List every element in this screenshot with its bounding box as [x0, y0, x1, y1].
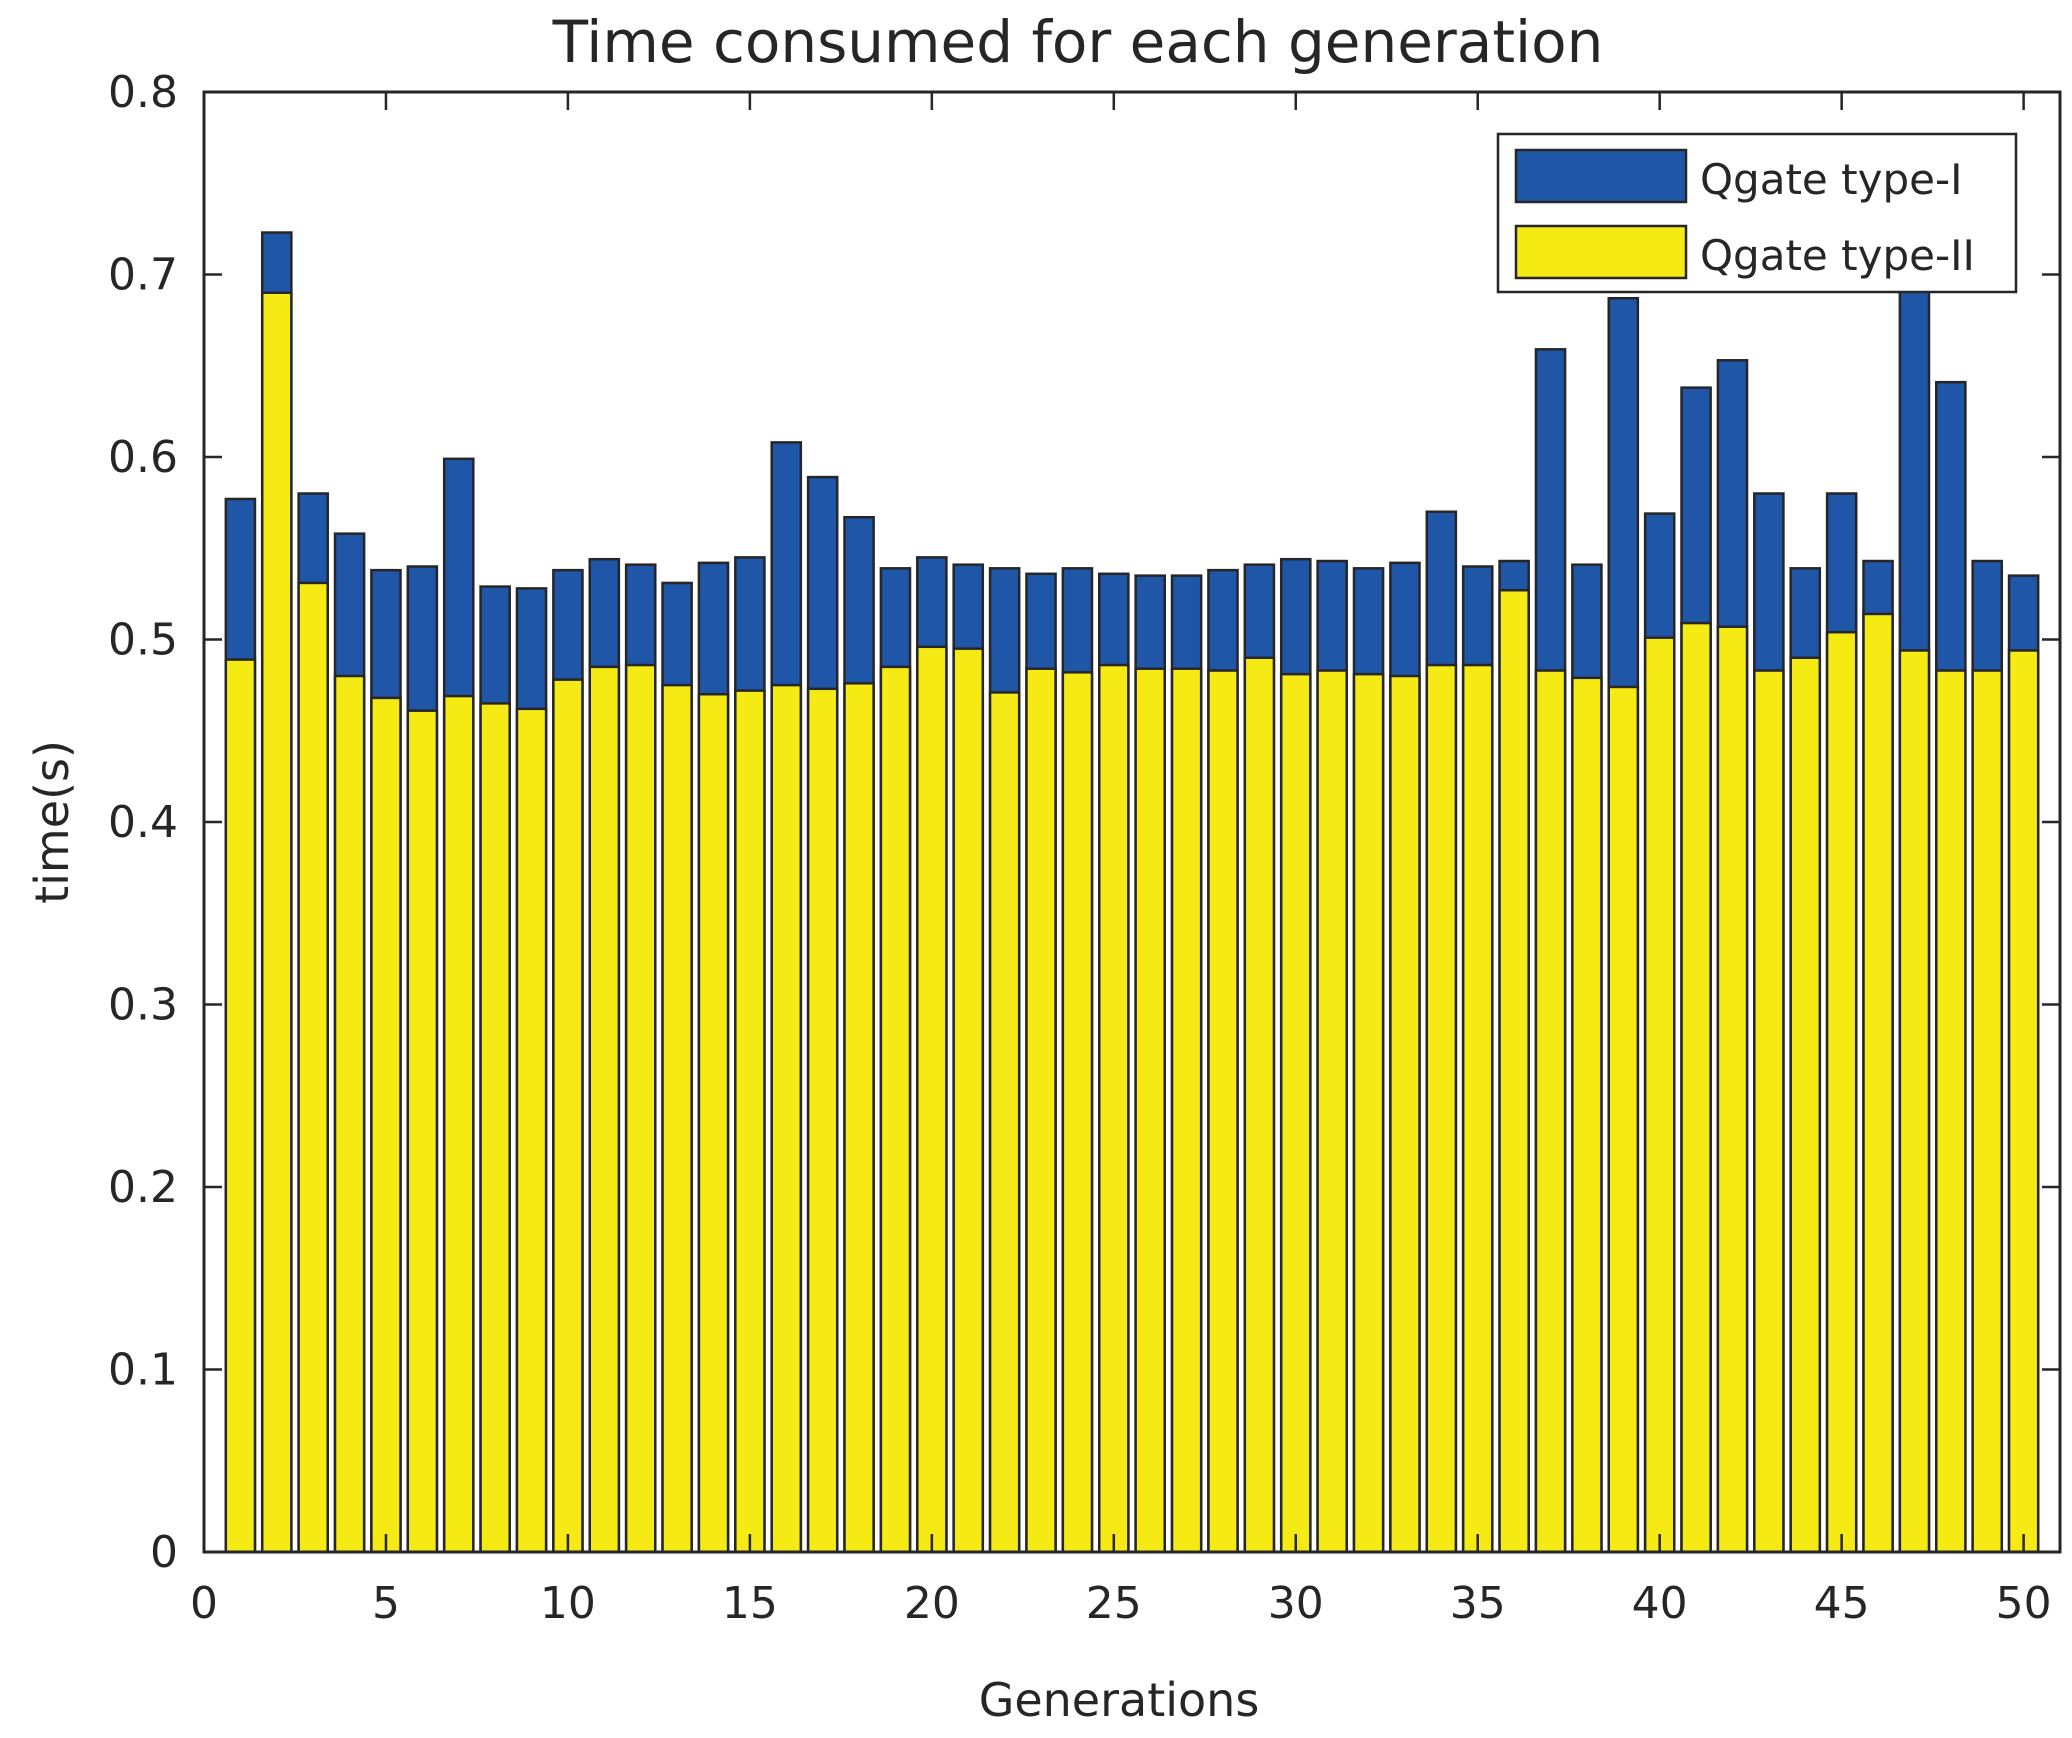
bar-type-II-gen-23 [1025, 667, 1057, 1554]
bar-type-II-gen-25 [1097, 663, 1130, 1554]
series-type-II-bars [224, 291, 2040, 1554]
x-tick-label: 50 [1996, 1578, 2052, 1629]
x-axis-label: Generations [979, 1673, 1260, 1727]
bar-type-II-gen-35 [1461, 663, 1494, 1554]
bar-type-II-gen-13 [661, 683, 693, 1554]
bar-type-II-gen-21 [952, 647, 985, 1554]
bar-type-II-gen-6 [406, 709, 439, 1554]
y-tick-label: 0.5 [108, 615, 178, 666]
bar-type-II-gen-12 [624, 663, 657, 1554]
bar-type-II-gen-36 [1498, 588, 1530, 1554]
bar-type-II-gen-7 [442, 694, 475, 1554]
legend-label-type-I: Qgate type-I [1700, 155, 1962, 204]
x-tick-label: 10 [540, 1578, 596, 1629]
bar-type-II-gen-48 [1935, 669, 1967, 1554]
x-tick-label: 5 [372, 1578, 400, 1629]
y-tick-label: 0.7 [108, 250, 178, 301]
y-tick-label: 0.1 [108, 1345, 178, 1396]
bar-type-II-gen-39 [1607, 685, 1640, 1554]
bar-type-II-gen-14 [697, 693, 730, 1554]
y-tick-label: 0.4 [108, 797, 178, 848]
bar-type-II-gen-8 [479, 702, 511, 1554]
y-tick-label: 0.3 [108, 980, 178, 1031]
bar-type-II-gen-26 [1134, 667, 1167, 1554]
bar-type-II-gen-34 [1425, 663, 1458, 1554]
y-tick-label: 0 [150, 1527, 178, 1578]
bar-type-II-gen-40 [1643, 636, 1676, 1554]
bar-type-II-gen-47 [1898, 649, 1931, 1554]
bar-type-II-gen-31 [1316, 669, 1348, 1554]
x-tick-label: 35 [1450, 1578, 1506, 1629]
bar-type-II-gen-17 [806, 687, 839, 1554]
legend-swatch-type-I [1514, 148, 1688, 204]
bar-type-II-gen-42 [1716, 625, 1749, 1554]
bar-type-II-gen-45 [1825, 630, 1858, 1554]
bar-type-II-gen-49 [1971, 669, 2004, 1554]
bar-type-II-gen-43 [1753, 669, 1785, 1554]
bar-type-II-gen-37 [1534, 669, 1567, 1554]
bar-type-II-gen-2 [260, 291, 293, 1554]
legend-swatch-type-II [1514, 224, 1688, 280]
x-tick-label: 0 [190, 1578, 218, 1629]
bar-type-II-gen-18 [843, 682, 875, 1554]
bar-type-II-gen-22 [988, 691, 1021, 1554]
bar-type-II-gen-41 [1680, 621, 1712, 1554]
bar-type-II-gen-38 [1571, 676, 1603, 1554]
bar-type-II-gen-33 [1389, 674, 1421, 1554]
y-axis-label: time(s) [25, 740, 79, 904]
y-tick-label: 0.6 [108, 432, 178, 483]
bar-type-II-gen-3 [297, 581, 329, 1554]
y-tick-label: 0.2 [108, 1162, 178, 1213]
bar-type-II-gen-50 [2007, 649, 2040, 1554]
x-tick-label: 15 [722, 1578, 778, 1629]
bar-type-II-gen-1 [224, 658, 257, 1554]
x-tick-label: 30 [1268, 1578, 1324, 1629]
x-tick-label: 45 [1814, 1578, 1870, 1629]
bar-type-II-gen-46 [1862, 612, 1894, 1554]
y-tick-label: 0.8 [108, 67, 178, 118]
bar-type-II-gen-28 [1207, 669, 1239, 1554]
legend: Qgate type-I Qgate type-II [1496, 132, 2018, 294]
bar-type-II-gen-20 [916, 645, 948, 1554]
bar-type-II-gen-44 [1789, 656, 1822, 1554]
x-tick-label: 40 [1632, 1578, 1688, 1629]
bar-type-II-gen-27 [1170, 667, 1203, 1554]
bar-type-II-gen-4 [333, 674, 366, 1554]
bar-type-II-gen-30 [1279, 672, 1312, 1554]
bar-type-II-gen-11 [588, 665, 621, 1554]
bar-type-II-gen-16 [770, 683, 803, 1554]
bar-type-II-gen-10 [552, 678, 584, 1554]
x-axis: 0 5 10 15 20 25 30 35 40 45 50 [190, 92, 2052, 1629]
bar-type-II-gen-32 [1352, 672, 1385, 1554]
chart-title: Time consumed for each generation [552, 8, 1604, 76]
bar-type-II-gen-29 [1243, 656, 1276, 1554]
bar-type-II-gen-19 [879, 665, 912, 1554]
bar-type-II-gen-5 [370, 696, 402, 1554]
legend-label-type-II: Qgate type-II [1700, 231, 1975, 280]
bar-type-II-gen-9 [515, 707, 548, 1554]
bar-type-II-gen-24 [1061, 671, 1094, 1554]
y-axis: 0 0.1 0.2 0.3 0.4 0.5 0.6 0.7 0.8 [108, 67, 2060, 1578]
x-tick-label: 25 [1086, 1578, 1142, 1629]
bar-type-II-gen-15 [734, 689, 766, 1554]
x-tick-label: 20 [904, 1578, 960, 1629]
